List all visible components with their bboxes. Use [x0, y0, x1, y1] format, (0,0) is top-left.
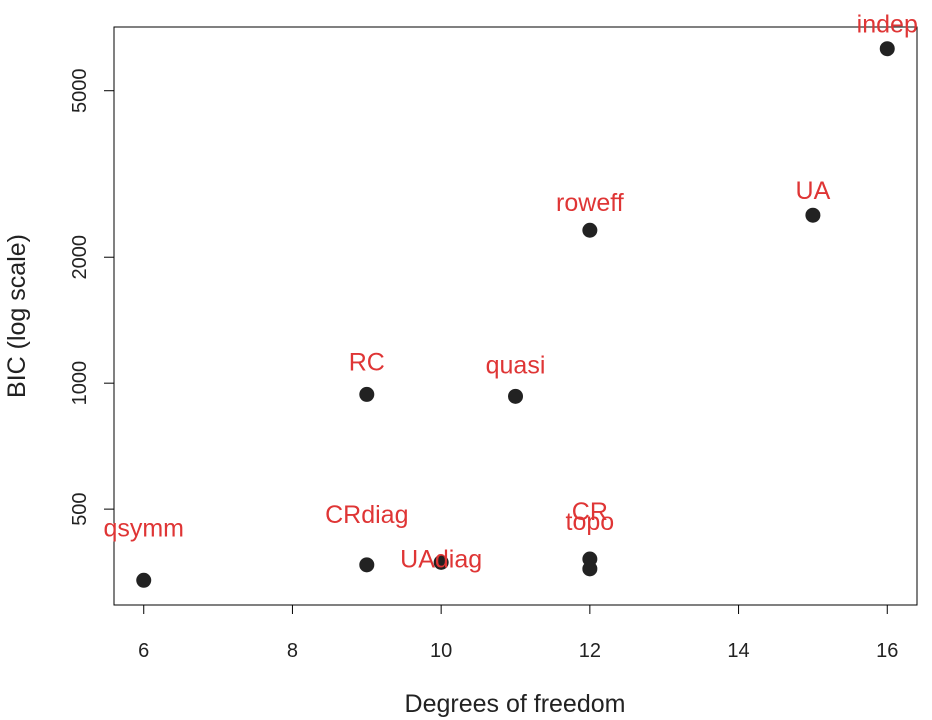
data-point-qsymm	[136, 572, 152, 588]
data-point-uadiag	[433, 554, 449, 570]
y-tick-label: 1000	[69, 361, 91, 406]
data-point-ua	[805, 207, 821, 223]
y-axis-title: BIC (log scale)	[3, 234, 31, 398]
data-point-quasi	[508, 388, 523, 404]
point-label-cr: CR	[572, 498, 608, 526]
data-point-rc	[359, 386, 375, 402]
x-axis: 6 8 10 12 14 16	[138, 604, 898, 662]
data-point-roweff	[582, 222, 598, 238]
y-tick-label: 2000	[69, 235, 91, 280]
y-tick-label: 500	[69, 492, 91, 525]
y-tick-label: 5000	[69, 68, 91, 113]
x-tick-label: 10	[430, 640, 452, 662]
x-axis-title: Degrees of freedom	[405, 690, 626, 718]
data-point-crdiag	[359, 557, 375, 573]
x-tick-label: 8	[287, 640, 298, 662]
point-label-roweff: roweff	[556, 189, 624, 217]
point-label-qsymm: qsymm	[103, 514, 184, 542]
x-tick-label: 14	[727, 640, 749, 662]
point-label-rc: RC	[349, 348, 385, 376]
point-label-topo: topo	[566, 508, 615, 536]
x-tick-label: 16	[876, 640, 898, 662]
point-label-uadiag: UAdiag	[400, 545, 482, 573]
plot-frame	[113, 26, 918, 606]
data-points	[136, 41, 895, 588]
x-tick-label: 12	[579, 640, 601, 662]
point-label-ua: UA	[796, 177, 831, 205]
point-label-crdiag: CRdiag	[325, 501, 408, 529]
y-axis: 500 1000 2000 5000	[69, 68, 115, 526]
data-point-indep	[879, 41, 895, 57]
x-tick-label: 6	[138, 640, 149, 662]
point-label-indep: indep	[857, 11, 918, 39]
data-point-topo	[582, 561, 598, 577]
point-label-quasi: quasi	[486, 351, 546, 379]
